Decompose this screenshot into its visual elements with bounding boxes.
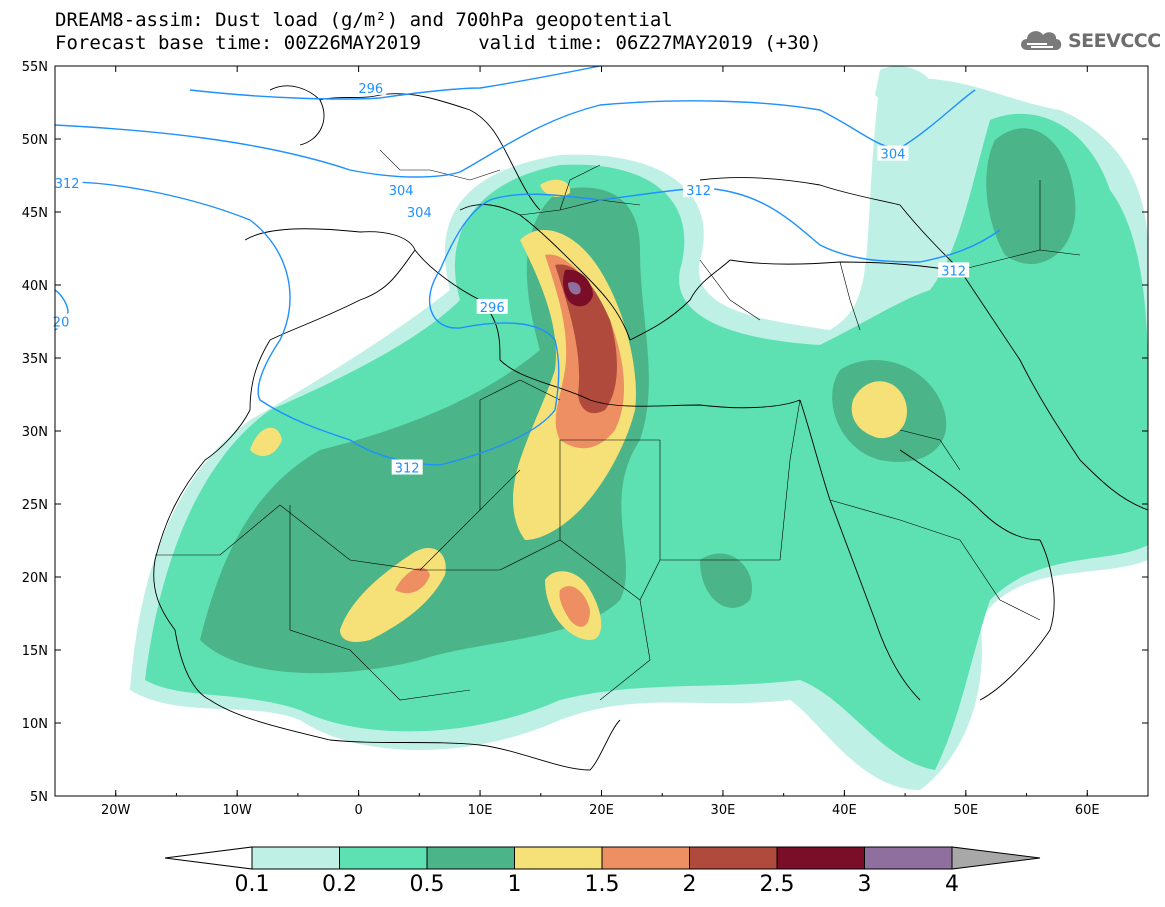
colorbar-label: 1 <box>507 872 522 897</box>
lat-tick-label: 55N <box>22 60 48 75</box>
lat-axis-labels: 55N 50N 45N 40N 35N 30N 25N 20N 15N 10N 5N <box>22 60 48 805</box>
contour-label: 304 <box>389 184 414 199</box>
contour-label: 20 <box>53 316 70 331</box>
country-borders <box>155 149 1081 701</box>
lon-tick-label: 10E <box>468 803 493 818</box>
contour-label-bg <box>403 204 435 219</box>
colorbar-swatch <box>514 846 603 870</box>
contour-label-bg <box>50 313 73 329</box>
contour-label: 312 <box>55 177 80 192</box>
contour-label: 304 <box>407 206 432 221</box>
lat-tick-label: 30N <box>22 425 48 440</box>
contour-label-bg <box>476 298 508 314</box>
lat-tick-label: 20N <box>22 571 48 586</box>
lon-tick-label: 20E <box>589 803 614 818</box>
contour-label-bg <box>877 145 909 161</box>
map-subtitle: Forecast base time: 00Z26MAY2019 valid t… <box>55 32 822 54</box>
dust-level-3 <box>568 282 581 295</box>
dust-level-1f <box>540 179 571 197</box>
colorbar-label: 1.5 <box>584 872 620 897</box>
seevccc-logo-text: SEEVCCC <box>1068 30 1161 52</box>
lon-tick-label: 30E <box>711 803 736 818</box>
contour-label-bg <box>938 262 970 278</box>
map-title: DREAM8-assim: Dust load (g/m²) and 700hP… <box>55 9 673 31</box>
lat-tick-label: 5N <box>30 790 48 805</box>
lat-tick-label: 40N <box>22 279 48 294</box>
colorbar-label: 2 <box>682 872 697 897</box>
colorbar-label: 0.5 <box>409 872 445 897</box>
colorbar-low-arrow <box>164 846 253 870</box>
contour-label: 296 <box>480 301 505 316</box>
contour-label-bg <box>51 174 83 190</box>
dust-shading <box>130 66 1148 790</box>
lat-tick-label: 15N <box>22 644 48 659</box>
colorbar-swatch <box>689 846 778 870</box>
contour-label-bg <box>385 182 417 198</box>
lon-tick-label: 10W <box>222 803 252 818</box>
colorbar-label: 4 <box>945 872 959 897</box>
lon-tick-label: 50E <box>953 803 978 818</box>
colorbar-swatch <box>339 846 428 870</box>
lat-tick-label: 45N <box>22 206 48 221</box>
axis-ticks <box>54 65 1149 797</box>
contour-label-bg <box>391 459 423 475</box>
dust-level-0-1b <box>875 66 935 106</box>
colorbar-label: 2.5 <box>759 872 795 897</box>
lat-tick-label: 35N <box>22 352 48 367</box>
contour-label: 312 <box>941 264 966 279</box>
dust-level-0-5d <box>700 553 752 608</box>
dust-level-1d <box>851 381 907 439</box>
contour-label: 312 <box>395 462 420 477</box>
colorbar-swatch <box>776 846 865 870</box>
lat-tick-label: 25N <box>22 498 48 513</box>
cloud-logo-icon <box>1021 31 1062 50</box>
dust-level-1-5b <box>395 567 430 594</box>
contour-label-group: 296 304 312 304 304 312 312 296 312 20 <box>50 79 970 477</box>
dust-level-1-5c <box>559 586 590 627</box>
colorbar-swatch <box>864 846 953 870</box>
contour-label: 296 <box>358 82 383 97</box>
lon-tick-label: 60E <box>1075 803 1100 818</box>
colorbar-label: 0.2 <box>322 872 357 897</box>
lat-tick-label: 10N <box>22 717 48 732</box>
colorbar-label: 3 <box>857 872 872 897</box>
dust-level-0-5c <box>986 128 1076 264</box>
lat-tick-label: 50N <box>22 133 48 148</box>
contour-label: 304 <box>881 148 906 163</box>
colorbar-swatch <box>426 846 515 870</box>
lon-tick-label: 40E <box>832 803 857 818</box>
lon-tick-label: 0 <box>354 803 362 818</box>
colorbar-swatch <box>601 846 690 870</box>
contour-label-bg <box>355 79 387 95</box>
colorbar-swatch <box>251 846 340 870</box>
colorbar-high-arrow <box>951 846 1041 870</box>
colorbar <box>164 846 1041 870</box>
lon-axis-labels: 20W 10W 0 10E 20E 30E 40E 50E 60E <box>101 803 1100 818</box>
colorbar-label: 0.1 <box>234 872 270 897</box>
dust-level-1e <box>250 427 282 457</box>
contour-label: 312 <box>686 184 711 199</box>
contour-label-bg <box>683 182 715 198</box>
lon-tick-label: 20W <box>101 803 131 818</box>
